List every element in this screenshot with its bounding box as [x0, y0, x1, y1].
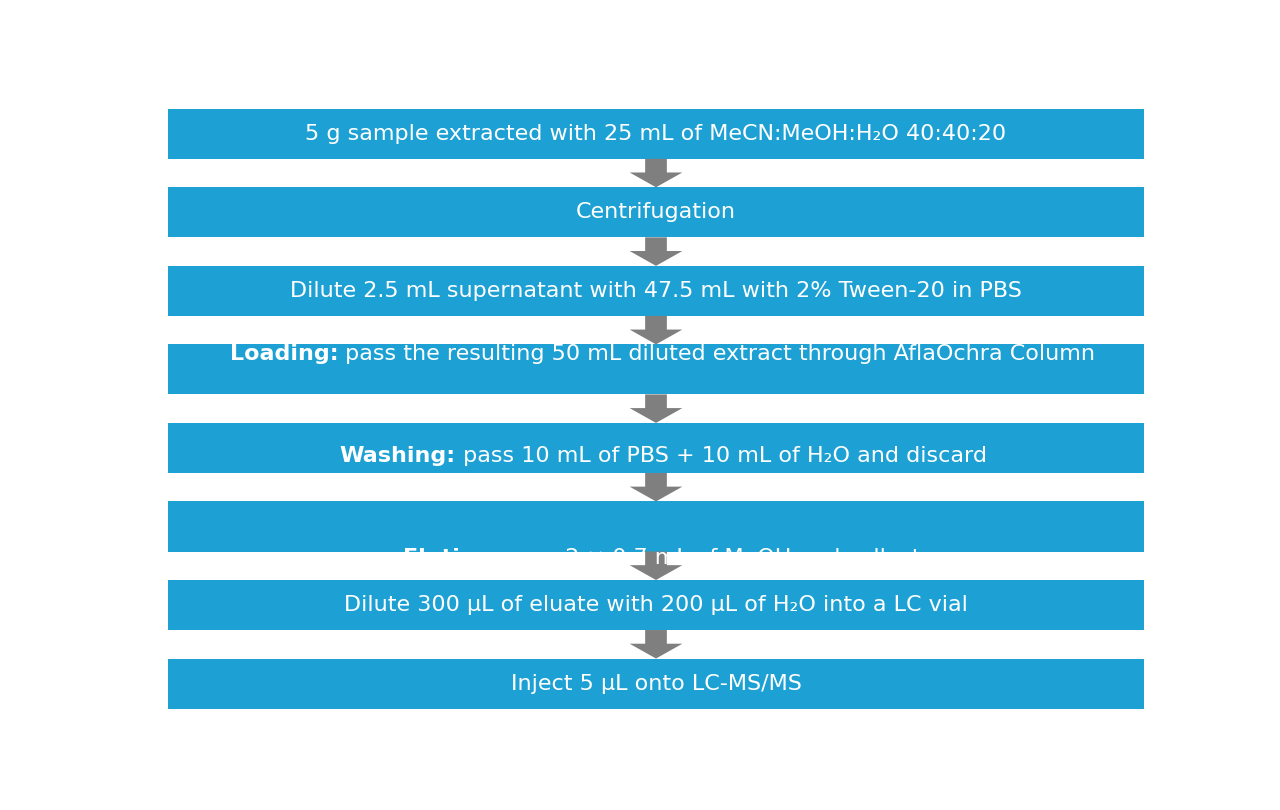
Text: Inject 5 μL onto LC-MS/MS: Inject 5 μL onto LC-MS/MS	[511, 674, 801, 693]
Text: pass 2 × 0.7 mL of MeOH and collect: pass 2 × 0.7 mL of MeOH and collect	[500, 548, 920, 568]
Bar	[168, 501, 1144, 552]
Polygon shape	[630, 237, 682, 266]
Text: pass the resulting 50 mL diluted extract through AflaOchra Column: pass the resulting 50 mL diluted extract…	[338, 343, 1096, 364]
Text: Centrifugation: Centrifugation	[576, 202, 736, 222]
Bar	[168, 109, 1144, 159]
Text: pass 10 mL of PBS + 10 mL of H₂O and discard: pass 10 mL of PBS + 10 mL of H₂O and dis…	[456, 446, 987, 466]
Bar	[168, 266, 1144, 316]
Text: 5 g sample extracted with 25 mL of MeCN:MeOH:H₂O 40:40:20: 5 g sample extracted with 25 mL of MeCN:…	[306, 124, 1006, 144]
Bar	[168, 187, 1144, 237]
Text: Elution:: Elution:	[403, 548, 500, 568]
Polygon shape	[630, 552, 682, 580]
Bar	[168, 580, 1144, 630]
Polygon shape	[630, 316, 682, 344]
Text: Dilute 300 μL of eluate with 200 μL of H₂O into a LC vial: Dilute 300 μL of eluate with 200 μL of H…	[344, 595, 968, 615]
Bar	[168, 423, 1144, 473]
Polygon shape	[630, 394, 682, 423]
Text: Dilute 2.5 mL supernatant with 47.5 mL with 2% Tween-20 in PBS: Dilute 2.5 mL supernatant with 47.5 mL w…	[291, 281, 1021, 301]
Polygon shape	[630, 159, 682, 187]
Bar	[168, 344, 1144, 394]
Polygon shape	[630, 630, 682, 659]
Text: Washing:: Washing:	[339, 446, 456, 466]
Polygon shape	[630, 473, 682, 501]
Bar	[168, 659, 1144, 709]
Text: Loading:: Loading:	[230, 343, 338, 364]
